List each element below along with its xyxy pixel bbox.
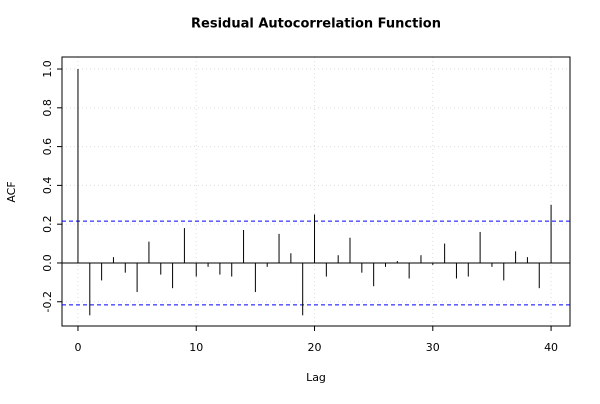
y-tick-label: 0.2 (41, 215, 54, 233)
x-tick-label: 40 (544, 341, 558, 354)
y-tick-label: 0.4 (41, 177, 54, 195)
y-tick-label: 0.6 (41, 138, 54, 156)
y-tick-label: 0.8 (41, 99, 54, 117)
x-tick-label: 10 (189, 341, 203, 354)
x-axis-label: Lag (306, 371, 326, 384)
y-tick-label: 1.0 (41, 60, 54, 78)
y-axis-label: ACF (5, 181, 18, 202)
chart-title: Residual Autocorrelation Function (191, 17, 441, 32)
x-tick-label: 0 (74, 341, 81, 354)
x-tick-label: 20 (308, 341, 322, 354)
plot-frame (61, 56, 571, 327)
y-tick-label: -0.2 (41, 291, 54, 312)
y-tick-label: 0.0 (41, 254, 54, 272)
x-tick-label: 30 (426, 341, 440, 354)
